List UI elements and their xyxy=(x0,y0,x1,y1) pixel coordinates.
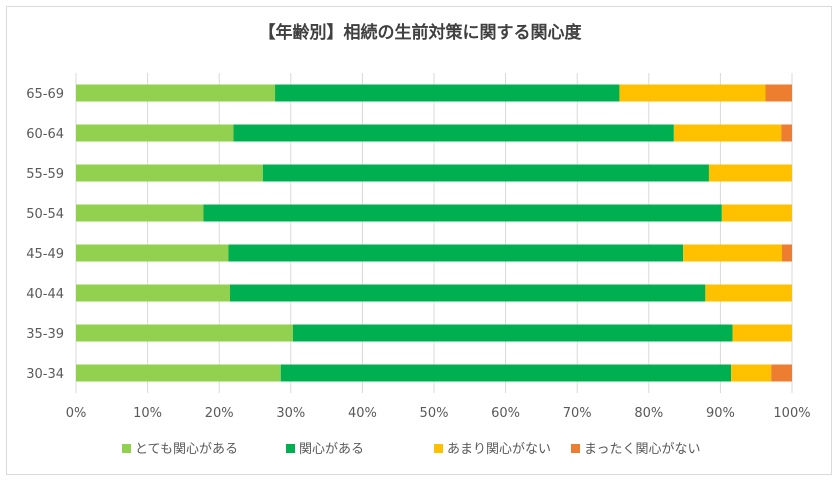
category-label: 65-69 xyxy=(26,87,64,102)
x-tick-label: 50% xyxy=(420,406,449,421)
chart-title: 【年齢別】相続の生前対策に関する関心度 xyxy=(258,23,582,43)
x-tick-label: 0% xyxy=(66,406,87,421)
bar-segment xyxy=(275,84,620,102)
bar-segment xyxy=(76,284,230,302)
x-tick-label: 30% xyxy=(276,406,305,421)
bar-segment xyxy=(292,324,733,342)
bar-segment xyxy=(76,84,276,102)
category-labels: 65-69 60-64 55-59 50-54 45-49 40-44 35-39 30-34 xyxy=(26,87,64,382)
grid-lines xyxy=(75,73,793,393)
chart-frame xyxy=(6,6,832,475)
legend-swatch xyxy=(434,444,443,453)
legend: とても関心がある 関心がある あまり関心がない まったく関心がない xyxy=(122,442,700,457)
x-tick-label: 70% xyxy=(563,406,592,421)
bar-segment xyxy=(76,244,229,262)
bar-segment xyxy=(262,164,709,182)
category-label: 45-49 xyxy=(26,247,64,262)
legend-swatch xyxy=(122,444,131,453)
x-tick-label: 40% xyxy=(348,406,377,421)
category-label: 50-54 xyxy=(26,207,64,222)
x-tick-label: 10% xyxy=(133,406,162,421)
bar-segment xyxy=(76,364,281,382)
bar-segment xyxy=(771,364,792,382)
bar-segment xyxy=(203,204,722,222)
bar-segment xyxy=(781,244,792,262)
bar-segment xyxy=(76,324,293,342)
x-tick-label: 20% xyxy=(205,406,234,421)
bar-segment xyxy=(673,124,782,142)
legend-label: とても関心がある xyxy=(135,442,238,457)
bar-segment xyxy=(721,204,792,222)
bar-segment xyxy=(233,124,674,142)
bar-segment xyxy=(280,364,732,382)
category-label: 60-64 xyxy=(26,127,64,142)
bar-segment xyxy=(708,164,792,182)
bar-segment xyxy=(228,244,684,262)
category-label: 55-59 xyxy=(26,167,64,182)
bar-segment xyxy=(705,284,792,302)
legend-label: まったく関心がない xyxy=(584,442,700,457)
category-label: 30-34 xyxy=(26,367,64,382)
legend-swatch xyxy=(286,444,295,453)
bar-segment xyxy=(765,84,792,102)
bar-segment xyxy=(76,204,204,222)
bar-segment xyxy=(619,84,766,102)
bar-segment xyxy=(732,324,792,342)
bar-segment xyxy=(229,284,706,302)
legend-swatch xyxy=(571,444,580,453)
x-tick-label: 80% xyxy=(634,406,663,421)
x-tick-labels: 0% 10% 20% 30% 40% 50% 60% 70% 80% 90% 100% xyxy=(66,406,811,421)
x-tick-label: 60% xyxy=(491,406,520,421)
category-label: 40-44 xyxy=(26,287,64,302)
bar-segment xyxy=(76,124,234,142)
bars xyxy=(76,84,792,382)
bar-segment xyxy=(76,164,263,182)
bar-segment xyxy=(781,124,792,142)
bar-segment xyxy=(731,364,772,382)
legend-label: あまり関心がない xyxy=(447,442,551,457)
x-tick-label: 100% xyxy=(773,406,810,421)
bar-segment xyxy=(683,244,782,262)
legend-label: 関心がある xyxy=(299,442,364,457)
category-label: 35-39 xyxy=(26,327,64,342)
x-tick-label: 90% xyxy=(706,406,735,421)
